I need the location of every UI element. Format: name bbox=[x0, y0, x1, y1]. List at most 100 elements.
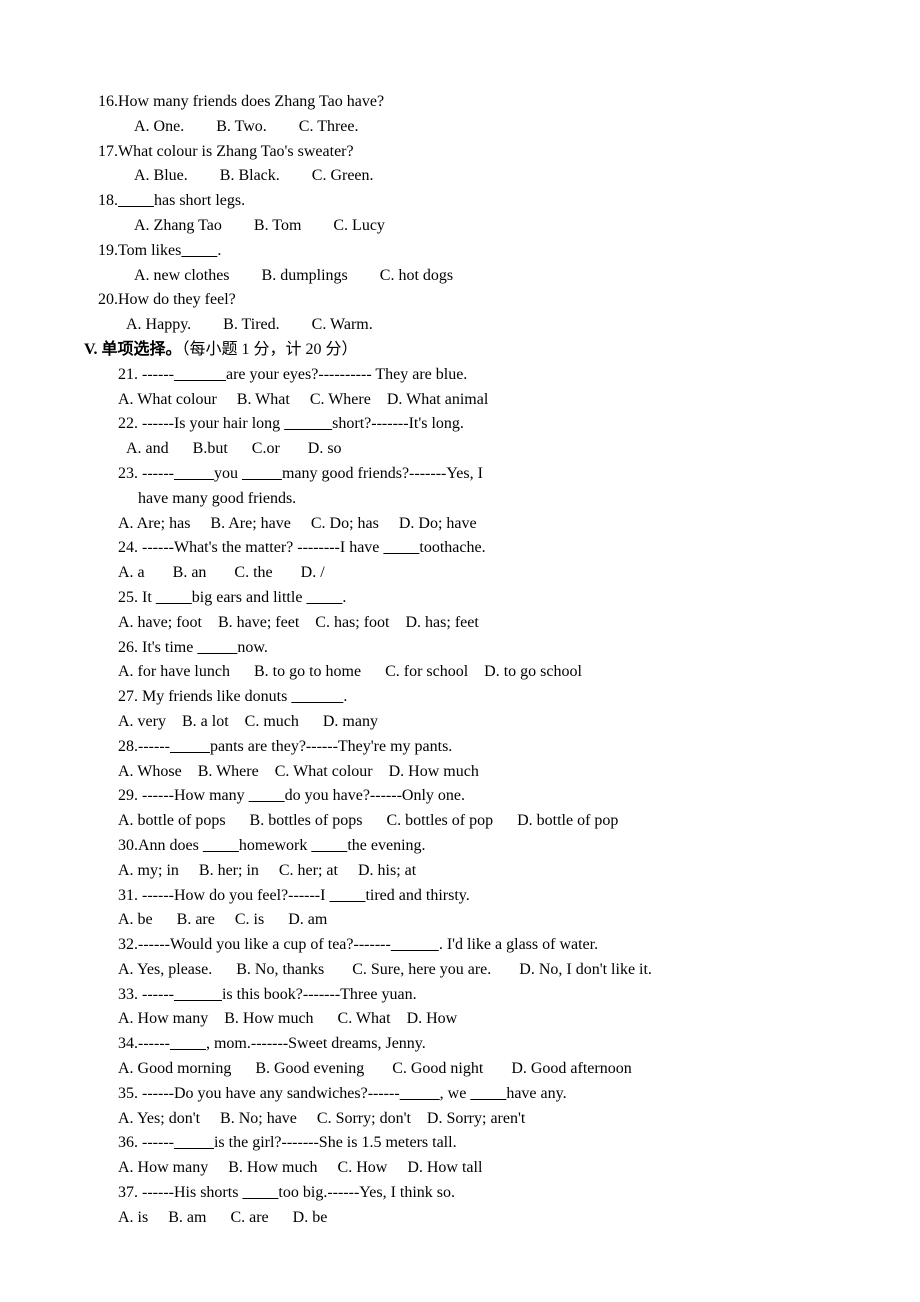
q36-pre: 36. ------ bbox=[118, 1134, 174, 1151]
q35-blank1 bbox=[400, 1085, 440, 1102]
q31-pre: 31. ------How do you feel?------I bbox=[118, 887, 329, 904]
q29-blank bbox=[249, 787, 285, 804]
q22-blank bbox=[284, 415, 332, 432]
q25-blank2 bbox=[306, 589, 342, 606]
q16-opts: A. One. B. Two. C. Three. bbox=[134, 115, 920, 140]
q31-blank bbox=[329, 887, 365, 904]
q33-text: 33. ------ is this book?-------Three yua… bbox=[118, 983, 920, 1008]
q17-text: 17.What colour is Zhang Tao's sweater? bbox=[98, 140, 920, 165]
q31-opts: A. be B. are C. is D. am bbox=[118, 908, 920, 933]
q27-blank bbox=[291, 688, 343, 705]
q37-post: too big.------Yes, I think so. bbox=[278, 1184, 455, 1201]
q26-opts: A. for have lunch B. to go to home C. fo… bbox=[118, 660, 920, 685]
q24-pre: 24. ------What's the matter? --------I h… bbox=[118, 539, 383, 556]
q23-line2: have many good friends. bbox=[138, 487, 920, 512]
q37-pre: 37. ------His shorts bbox=[118, 1184, 242, 1201]
section-title: 单项选择。 bbox=[98, 341, 182, 358]
q34-text: 34.------ , mom.-------Sweet dreams, Jen… bbox=[118, 1032, 920, 1057]
q26-pre: 26. It's time bbox=[118, 639, 197, 656]
q28-post: pants are they?------They're my pants. bbox=[210, 738, 452, 755]
q28-pre: 28.------ bbox=[118, 738, 170, 755]
q24-text: 24. ------What's the matter? --------I h… bbox=[118, 536, 920, 561]
q36-text: 36. ------ is the girl?-------She is 1.5… bbox=[118, 1131, 920, 1156]
q19-post: . bbox=[217, 242, 221, 259]
q32-blank bbox=[391, 936, 439, 953]
q29-post: do you have?------Only one. bbox=[285, 787, 465, 804]
q25-mid: big ears and little bbox=[192, 589, 307, 606]
q19-blank bbox=[181, 242, 217, 259]
section-paren: （每小题 1 分，计 20 分） bbox=[182, 341, 358, 358]
q25-blank1 bbox=[156, 589, 192, 606]
q32-text: 32.------Would you like a cup of tea?---… bbox=[118, 933, 920, 958]
q32-post: . I'd like a glass of water. bbox=[439, 936, 598, 953]
q36-post: is the girl?-------She is 1.5 meters tal… bbox=[214, 1134, 457, 1151]
q35-blank2 bbox=[470, 1085, 506, 1102]
q20-text: 20.How do they feel? bbox=[98, 288, 920, 313]
q23-post: many good friends?-------Yes, I bbox=[282, 465, 483, 482]
q24-post: toothache. bbox=[419, 539, 485, 556]
q21-blank bbox=[174, 366, 226, 383]
q35-text: 35. ------Do you have any sandwiches?---… bbox=[118, 1082, 920, 1107]
q35-post: have any. bbox=[506, 1085, 566, 1102]
q21-pre: 21. ------ bbox=[118, 366, 174, 383]
q21-text: 21. ------ are your eyes?---------- They… bbox=[118, 363, 920, 388]
q37-text: 37. ------His shorts too big.------Yes, … bbox=[118, 1181, 920, 1206]
q23-blank2 bbox=[242, 465, 282, 482]
q30-text: 30.Ann does homework the evening. bbox=[118, 834, 920, 859]
q21-opts: A. What colour B. What C. Where D. What … bbox=[118, 388, 920, 413]
q22-text: 22. ------Is your hair long short?------… bbox=[118, 412, 920, 437]
q19-opts: A. new clothes B. dumplings C. hot dogs bbox=[134, 264, 920, 289]
q18-pre: 18. bbox=[98, 192, 118, 209]
q32-opts: A. Yes, please. B. No, thanks C. Sure, h… bbox=[118, 958, 920, 983]
q26-text: 26. It's time now. bbox=[118, 636, 920, 661]
q33-post: is this book?-------Three yuan. bbox=[222, 986, 417, 1003]
q36-opts: A. How many B. How much C. How D. How ta… bbox=[118, 1156, 920, 1181]
q27-pre: 27. My friends like donuts bbox=[118, 688, 291, 705]
q25-pre: 25. It bbox=[118, 589, 156, 606]
q18-post: has short legs. bbox=[154, 192, 245, 209]
q37-blank bbox=[242, 1184, 278, 1201]
q34-opts: A. Good morning B. Good evening C. Good … bbox=[118, 1057, 920, 1082]
q29-text: 29. ------How many do you have?------Onl… bbox=[118, 784, 920, 809]
q35-pre: 35. ------Do you have any sandwiches?---… bbox=[118, 1085, 400, 1102]
q29-pre: 29. ------How many bbox=[118, 787, 249, 804]
q25-post: . bbox=[342, 589, 346, 606]
q35-opts: A. Yes; don't B. No; have C. Sorry; don'… bbox=[118, 1107, 920, 1132]
q17-opts: A. Blue. B. Black. C. Green. bbox=[134, 164, 920, 189]
q35-mid: , we bbox=[440, 1085, 471, 1102]
q24-blank bbox=[383, 539, 419, 556]
q22-post: short?-------It's long. bbox=[332, 415, 464, 432]
q29-opts: A. bottle of pops B. bottles of pops C. … bbox=[118, 809, 920, 834]
q21-post: are your eyes?---------- They are blue. bbox=[226, 366, 467, 383]
q26-post: now. bbox=[237, 639, 268, 656]
q28-blank bbox=[170, 738, 210, 755]
q36-blank bbox=[174, 1134, 214, 1151]
q34-blank bbox=[170, 1035, 206, 1052]
q27-text: 27. My friends like donuts . bbox=[118, 685, 920, 710]
q31-post: tired and thirsty. bbox=[365, 887, 469, 904]
q22-pre: 22. ------Is your hair long bbox=[118, 415, 284, 432]
q37-opts: A. is B. am C. are D. be bbox=[118, 1206, 920, 1231]
q30-mid: homework bbox=[239, 837, 311, 854]
q19-text: 19.Tom likes . bbox=[98, 239, 920, 264]
q23-mid: you bbox=[214, 465, 242, 482]
q30-blank1 bbox=[203, 837, 239, 854]
q22-opts: A. and B.but C.or D. so bbox=[126, 437, 920, 462]
q27-post: . bbox=[343, 688, 347, 705]
q18-blank bbox=[118, 192, 154, 209]
q23-opts: A. Are; has B. Are; have C. Do; has D. D… bbox=[118, 512, 920, 537]
section-roman: V. bbox=[84, 341, 98, 358]
q33-opts: A. How many B. How much C. What D. How bbox=[118, 1007, 920, 1032]
q24-opts: A. a B. an C. the D. / bbox=[118, 561, 920, 586]
q23-text: 23. ------ you many good friends?-------… bbox=[118, 462, 920, 487]
q30-blank2 bbox=[311, 837, 347, 854]
q33-blank bbox=[174, 986, 222, 1003]
q28-opts: A. Whose B. Where C. What colour D. How … bbox=[118, 760, 920, 785]
q30-opts: A. my; in B. her; in C. her; at D. his; … bbox=[118, 859, 920, 884]
q26-blank bbox=[197, 639, 237, 656]
q16-text: 16.How many friends does Zhang Tao have? bbox=[98, 90, 920, 115]
q31-text: 31. ------How do you feel?------I tired … bbox=[118, 884, 920, 909]
q34-post: , mom.-------Sweet dreams, Jenny. bbox=[206, 1035, 426, 1052]
q30-post: the evening. bbox=[347, 837, 425, 854]
q28-text: 28.------ pants are they?------They're m… bbox=[118, 735, 920, 760]
